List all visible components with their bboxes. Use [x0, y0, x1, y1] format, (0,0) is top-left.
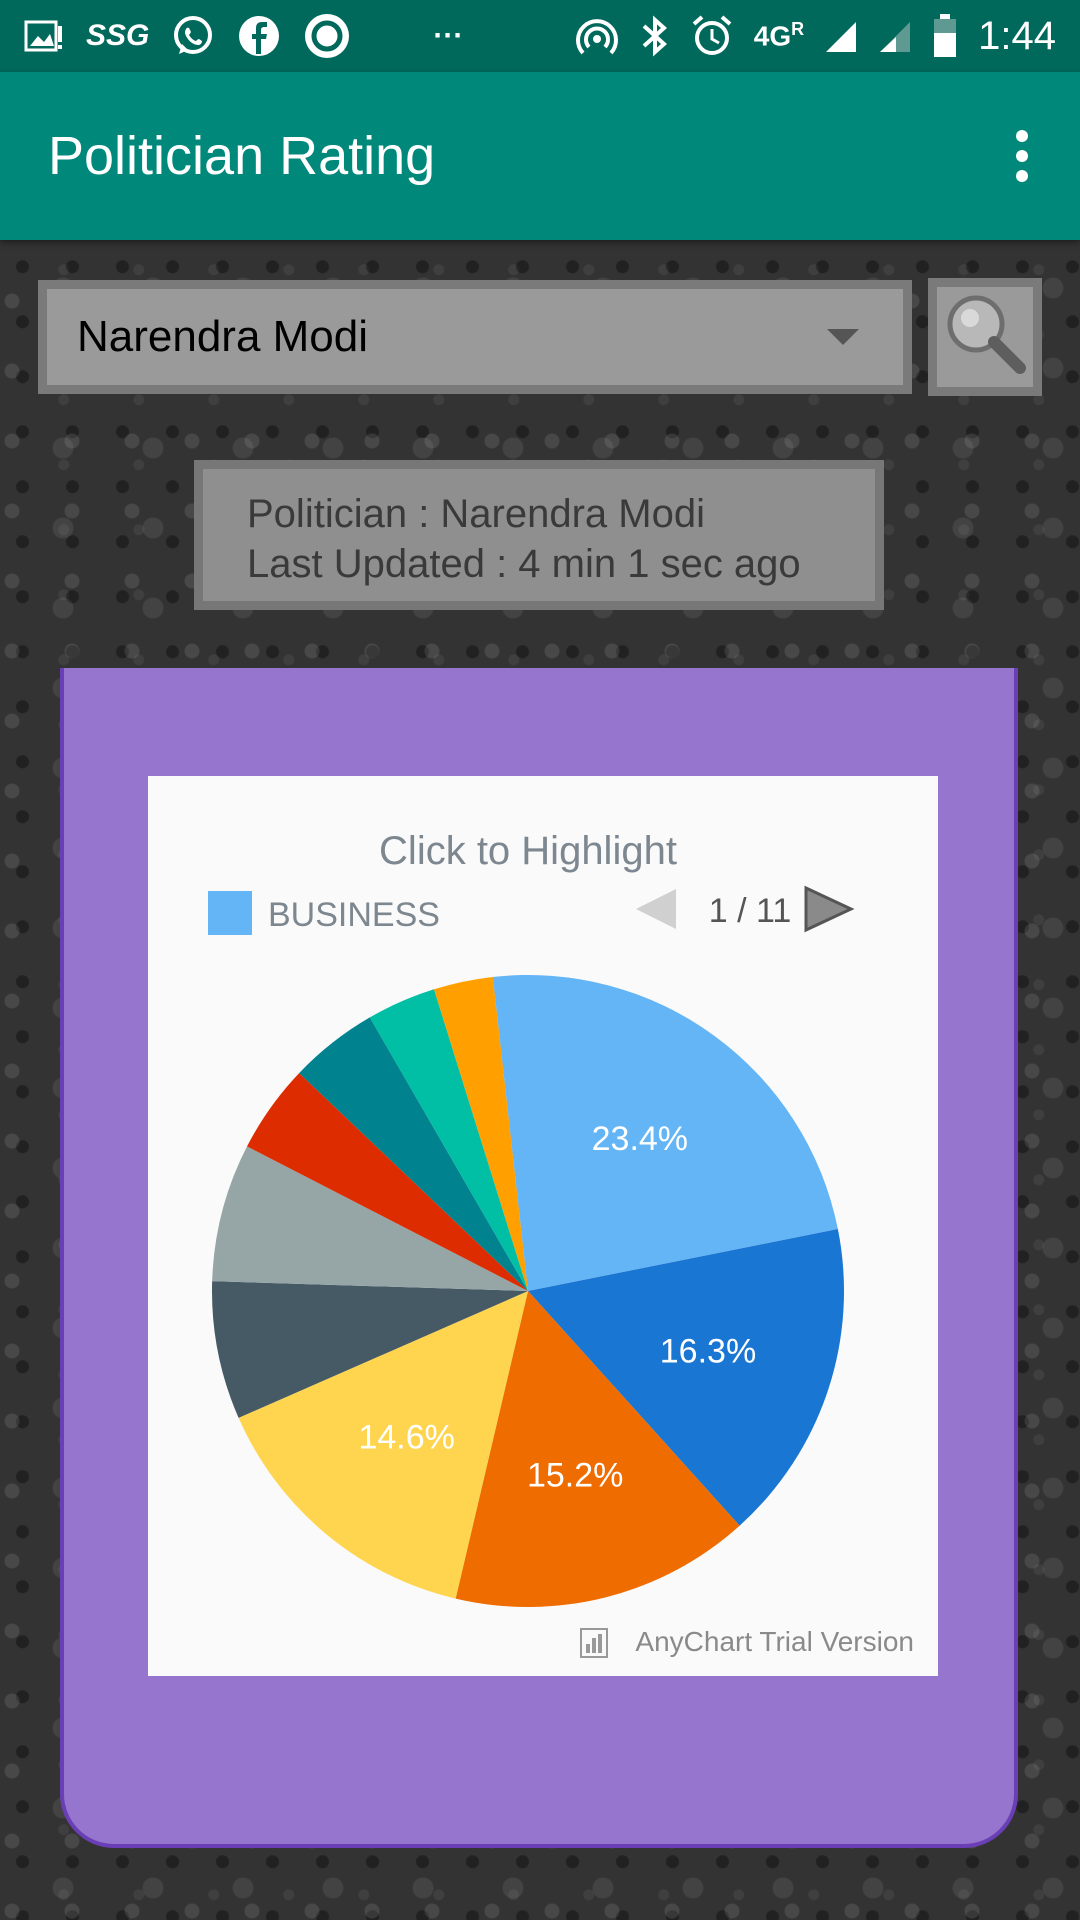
app-title: Politician Rating [48, 126, 436, 186]
chart-card: Click to Highlight BUSINESS 1 / 11 23.4%… [60, 668, 1018, 1848]
legend-page-indicator: 1 / 11 [709, 892, 792, 930]
chart-title: Click to Highlight [379, 829, 677, 873]
pie-slice-label-2: 16.3% [660, 1333, 756, 1371]
signal-weak-icon [878, 18, 912, 54]
politician-dropdown[interactable]: Narendra Modi [38, 280, 912, 394]
dropdown-arrow-icon [827, 329, 859, 345]
alarm-icon [690, 14, 734, 58]
network-type-label: 4GR [753, 19, 805, 52]
clock: 1:44 [978, 13, 1056, 58]
pie-slice-7[interactable] [247, 1073, 528, 1291]
pie-slice-9[interactable] [369, 989, 528, 1291]
politician-name-line: Politician : Narendra Modi [247, 492, 705, 536]
pie-slice-6[interactable] [212, 1146, 528, 1291]
pie-slice-5[interactable] [212, 1281, 528, 1418]
signal-icon [824, 18, 858, 54]
legend-prev-icon[interactable] [636, 889, 676, 929]
battery-icon [932, 13, 958, 59]
pie-slice-10[interactable] [433, 976, 528, 1291]
pie-slice-8[interactable] [299, 1017, 528, 1291]
image-alert-icon [24, 18, 64, 54]
pie-slice-3[interactable] [455, 1291, 740, 1607]
pie-slice-4[interactable] [238, 1291, 528, 1599]
pie-slice-1[interactable] [492, 975, 838, 1291]
pie-slice-2[interactable] [528, 1229, 844, 1526]
pie-slice-label-3: 15.2% [527, 1457, 623, 1495]
search-button[interactable] [928, 278, 1042, 396]
bluetooth-icon [640, 14, 670, 58]
anychart-logo-icon [580, 1628, 608, 1658]
pie-chart-panel: Click to Highlight BUSINESS 1 / 11 23.4%… [148, 776, 938, 1676]
search-icon [940, 290, 1030, 385]
pie-slice-label-4: 14.6% [358, 1419, 454, 1457]
legend-next-icon[interactable] [804, 885, 855, 933]
pie-slice-label-1: 23.4% [592, 1120, 688, 1158]
facebook-icon [237, 14, 281, 58]
last-updated-line: Last Updated : 4 min 1 sec ago [247, 542, 801, 586]
hotspot-icon [574, 13, 620, 59]
status-bar: SSG ··· 4GR 1:44 [0, 0, 1080, 72]
ring-app-icon [303, 12, 351, 60]
politician-info-box: Politician : Narendra Modi Last Updated … [194, 460, 884, 610]
dropdown-selected-value: Narendra Modi [77, 312, 369, 361]
watermark-text: AnyChart Trial Version [635, 1626, 914, 1657]
more-notifications-icon: ··· [433, 19, 464, 52]
app-bar: Politician Rating [0, 72, 1080, 240]
pie-chart[interactable]: Click to Highlight BUSINESS 1 / 11 23.4%… [148, 776, 938, 1676]
ssg-app-icon: SSG [86, 19, 150, 52]
legend-marker-business [208, 891, 252, 935]
legend-item-business[interactable]: BUSINESS [268, 896, 440, 934]
whatsapp-icon [171, 14, 215, 58]
overflow-menu-icon[interactable] [1002, 121, 1042, 191]
